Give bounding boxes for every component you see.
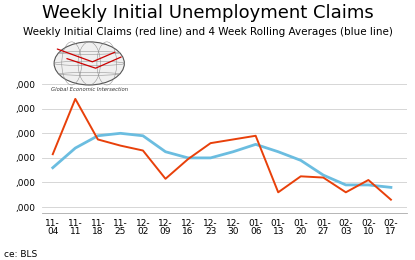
Text: ce: BLS: ce: BLS xyxy=(4,250,37,259)
Text: Global Economic Intersection: Global Economic Intersection xyxy=(51,87,128,92)
Ellipse shape xyxy=(54,42,124,85)
Text: Weekly Initial Claims (red line) and 4 Week Rolling Averages (blue line): Weekly Initial Claims (red line) and 4 W… xyxy=(22,27,393,37)
Text: Weekly Initial Unemployment Claims: Weekly Initial Unemployment Claims xyxy=(42,4,374,22)
